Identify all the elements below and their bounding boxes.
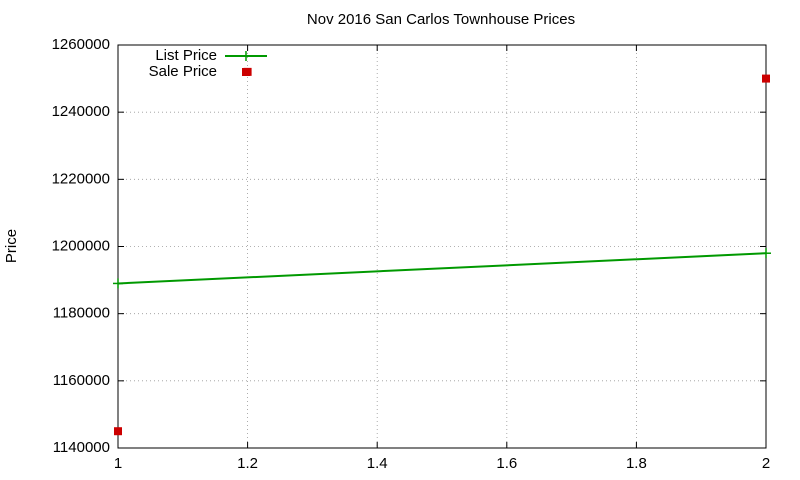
x-tick-label: 1.2 xyxy=(237,455,258,472)
x-tick-label: 2 xyxy=(762,455,770,472)
legend-marker xyxy=(242,68,250,76)
y-tick-label: 1200000 xyxy=(52,237,110,254)
y-axis-label: Price xyxy=(3,229,20,263)
point-marker xyxy=(761,248,771,259)
legend-marker xyxy=(241,51,251,61)
legend-label: List Price xyxy=(155,47,217,64)
y-tick-label: 1240000 xyxy=(52,103,110,120)
y-tick-label: 1140000 xyxy=(53,439,110,456)
y-tick-label: 1180000 xyxy=(53,305,110,322)
x-tick-label: 1.8 xyxy=(626,455,647,472)
chart-title: Nov 2016 San Carlos Townhouse Prices xyxy=(307,11,575,28)
point-marker xyxy=(113,278,123,289)
x-tick-label: 1 xyxy=(114,455,122,472)
series-line xyxy=(117,252,767,285)
plot-border xyxy=(117,44,767,449)
y-tick-label: 1160000 xyxy=(53,372,110,389)
y-tick-label: 1220000 xyxy=(52,170,110,187)
legend-label: Sale Price xyxy=(149,63,217,80)
y-tick-label: 1260000 xyxy=(52,36,110,53)
point xyxy=(762,74,770,83)
x-tick-label: 1.4 xyxy=(367,455,388,472)
point xyxy=(114,427,122,436)
x-tick-label: 1.6 xyxy=(496,455,517,472)
